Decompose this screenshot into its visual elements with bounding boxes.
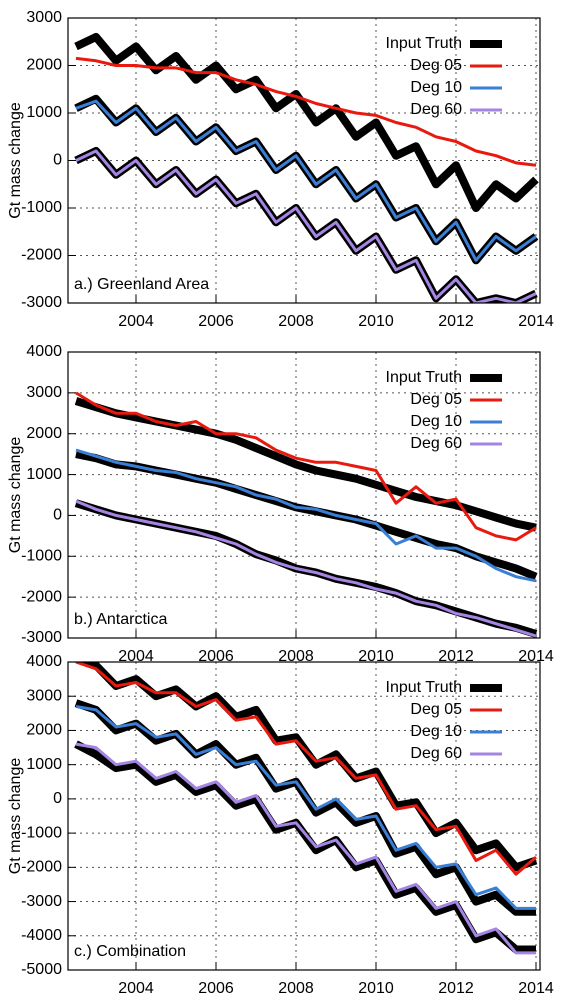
y-tick-label: -5000	[21, 961, 62, 978]
legend-label: Input Truth	[386, 369, 463, 386]
plot-frame	[67, 17, 541, 304]
y-tick-label: -2000	[21, 859, 62, 876]
x-tick-label: 2008	[278, 980, 314, 997]
y-tick-label: -3000	[21, 893, 62, 910]
plot-area	[74, 662, 538, 955]
y-tick-label: 0	[53, 790, 62, 807]
y-tick-label: 1000	[26, 756, 62, 773]
panel: -3000 -2000 -1000 0 1000 2000 3000 4000 2004 2006…	[7, 343, 554, 665]
series-line	[75, 662, 537, 876]
annotation: b.) Antarctica	[74, 611, 167, 628]
y-tick-label: -3000	[21, 294, 62, 311]
panel: -5000 -4000 -3000 -2000 -1000 0 1000 2000 3000 40…	[7, 653, 554, 997]
x-tick-label: 2004	[118, 980, 154, 997]
plot-area	[74, 33, 539, 303]
legend-label: Deg 60	[410, 745, 462, 762]
series-line	[75, 391, 537, 542]
y-tick-label: 1000	[26, 466, 62, 483]
y-tick-label: -3000	[21, 629, 62, 646]
x-tick-label: 2014	[518, 980, 554, 997]
legend-label: Deg 60	[410, 101, 462, 118]
series-line	[75, 705, 536, 910]
x-tick-label: 2006	[198, 980, 234, 997]
x-tick-label: 2008	[278, 313, 314, 330]
y-tick-label: -1000	[21, 548, 62, 565]
panel: -3000 -2000 -1000 0 1000 2000 3000 2004 2006 2008…	[7, 9, 554, 330]
x-tick-label: 2004	[118, 313, 154, 330]
x-tick-label: 2014	[518, 313, 554, 330]
plot-frame	[67, 351, 541, 639]
series-line	[75, 149, 537, 303]
y-tick-label: -2000	[21, 247, 62, 264]
x-tick-label: 2006	[198, 648, 234, 665]
legend-label: Input Truth	[386, 679, 463, 696]
legend-label: Input Truth	[386, 35, 463, 52]
y-axis-label: Gt mass change	[7, 102, 24, 219]
legend: Input Truth Deg 05 Deg 10 Deg 60	[386, 369, 502, 452]
series-line	[75, 56, 537, 167]
y-tick-label: 1000	[26, 104, 62, 121]
plot-area	[74, 391, 538, 638]
legend: Input Truth Deg 05 Deg 10 Deg 60	[386, 35, 502, 118]
legend-label: Deg 05	[410, 391, 462, 408]
y-tick-label: 3000	[26, 9, 62, 26]
x-tick-label: 2008	[278, 648, 314, 665]
legend-label: Deg 60	[410, 435, 462, 452]
y-tick-label: 3000	[26, 384, 62, 401]
y-axis-label: Gt mass change	[7, 758, 24, 875]
y-tick-label: 4000	[26, 653, 62, 670]
y-axis-label: Gt mass change	[7, 437, 24, 554]
series-line	[75, 99, 537, 262]
legend-label: Deg 10	[410, 723, 462, 740]
legend-label: Deg 10	[410, 413, 462, 430]
y-tick-label: -1000	[21, 199, 62, 216]
legend-label: Deg 05	[410, 57, 462, 74]
plot-frame	[67, 661, 541, 971]
x-tick-label: 2012	[438, 648, 474, 665]
legend-label: Deg 10	[410, 79, 462, 96]
y-tick-label: 4000	[26, 343, 62, 360]
x-tick-label: 2010	[358, 313, 394, 330]
series-line	[75, 448, 537, 583]
y-tick-label: -4000	[21, 927, 62, 944]
x-tick-label: 2004	[118, 648, 154, 665]
x-tick-label: 2006	[198, 313, 234, 330]
y-tick-label: 3000	[26, 687, 62, 704]
y-tick-label: 0	[53, 507, 62, 524]
annotation: c.) Combination	[74, 943, 186, 960]
x-tick-label: 2010	[358, 980, 394, 997]
x-tick-label: 2012	[438, 313, 474, 330]
annotation: a.) Greenland Area	[74, 276, 209, 293]
x-tick-label: 2012	[438, 980, 474, 997]
legend: Input Truth Deg 05 Deg 10 Deg 60	[386, 679, 502, 762]
y-tick-label: 2000	[26, 57, 62, 74]
series-line	[75, 742, 536, 955]
series-line	[75, 499, 537, 638]
x-tick-label: 2010	[358, 648, 394, 665]
legend-label: Deg 05	[410, 701, 462, 718]
y-tick-label: 0	[53, 152, 62, 169]
y-tick-label: 2000	[26, 722, 62, 739]
x-tick-label: 2014	[518, 648, 554, 665]
y-tick-label: -1000	[21, 824, 62, 841]
y-tick-label: -2000	[21, 588, 62, 605]
y-tick-label: 2000	[26, 425, 62, 442]
